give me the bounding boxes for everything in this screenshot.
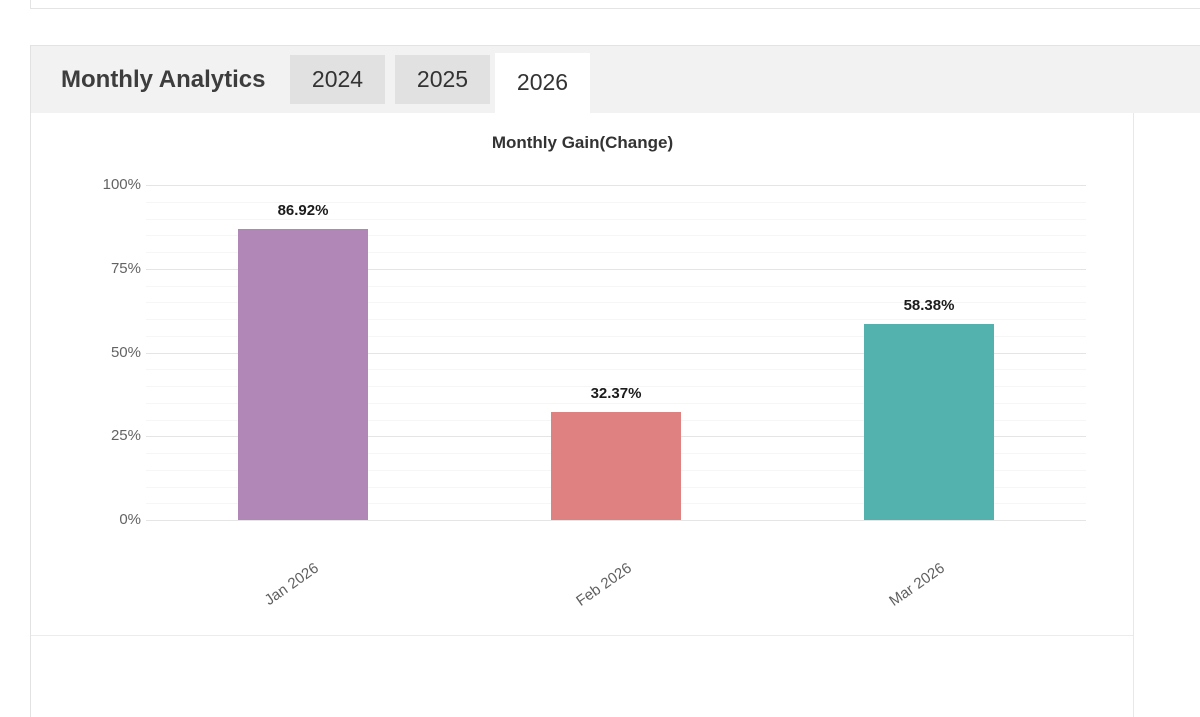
y-axis-tick-label: 0% [119, 511, 141, 528]
gridline-major [146, 269, 1086, 270]
bar-value-label: 58.38% [903, 297, 955, 314]
gridline-major [146, 185, 1086, 186]
tab-2026[interactable]: 2026 [495, 53, 590, 115]
gridline-minor [146, 386, 1086, 387]
gridline-minor [146, 286, 1086, 287]
x-axis-tick-label: Jan 2026 [261, 559, 322, 609]
y-axis-tick-label: 75% [110, 260, 141, 277]
monthly-gain-bar-chart: Monthly Gain(Change) 0% 25% 50% 75% 100% 86.9… [31, 113, 1134, 635]
gridline-major [146, 520, 1086, 521]
gridline-minor [146, 302, 1086, 303]
bar-feb-2026[interactable] [551, 412, 681, 520]
gridline-minor [146, 369, 1086, 370]
top-card [30, 0, 1200, 9]
gridline-major [146, 353, 1086, 354]
panel-title: Monthly Analytics [61, 66, 266, 93]
gridline-minor [146, 235, 1086, 236]
gridline-minor [146, 319, 1086, 320]
analytics-panel-header: Monthly Analytics 2024 2025 2026 [31, 45, 1200, 115]
tab-2025[interactable]: 2025 [395, 55, 490, 104]
y-axis-tick-label: 50% [110, 344, 141, 361]
bar-value-label: 32.37% [590, 385, 642, 402]
bar-jan-2026[interactable] [238, 229, 368, 520]
bar-mar-2026[interactable] [864, 324, 994, 520]
panel-left-border [30, 45, 31, 717]
tab-2024[interactable]: 2024 [290, 55, 385, 104]
gridline-minor [146, 252, 1086, 253]
gridline-minor [146, 202, 1086, 203]
x-axis-tick-label: Feb 2026 [573, 559, 635, 610]
gridline-minor [146, 219, 1086, 220]
gridline-minor [146, 403, 1086, 404]
gridline-minor [146, 336, 1086, 337]
bar-value-label: 86.92% [277, 202, 329, 219]
x-axis-tick-label: Mar 2026 [886, 559, 948, 610]
panel-divider [31, 635, 1133, 636]
y-axis-tick-label: 100% [102, 176, 141, 193]
chart-title: Monthly Gain(Change) [491, 133, 674, 152]
y-axis-tick-label: 25% [110, 427, 141, 444]
chart-card: Monthly Gain(Change) 0% 25% 50% 75% 100% 86.9… [31, 113, 1134, 717]
